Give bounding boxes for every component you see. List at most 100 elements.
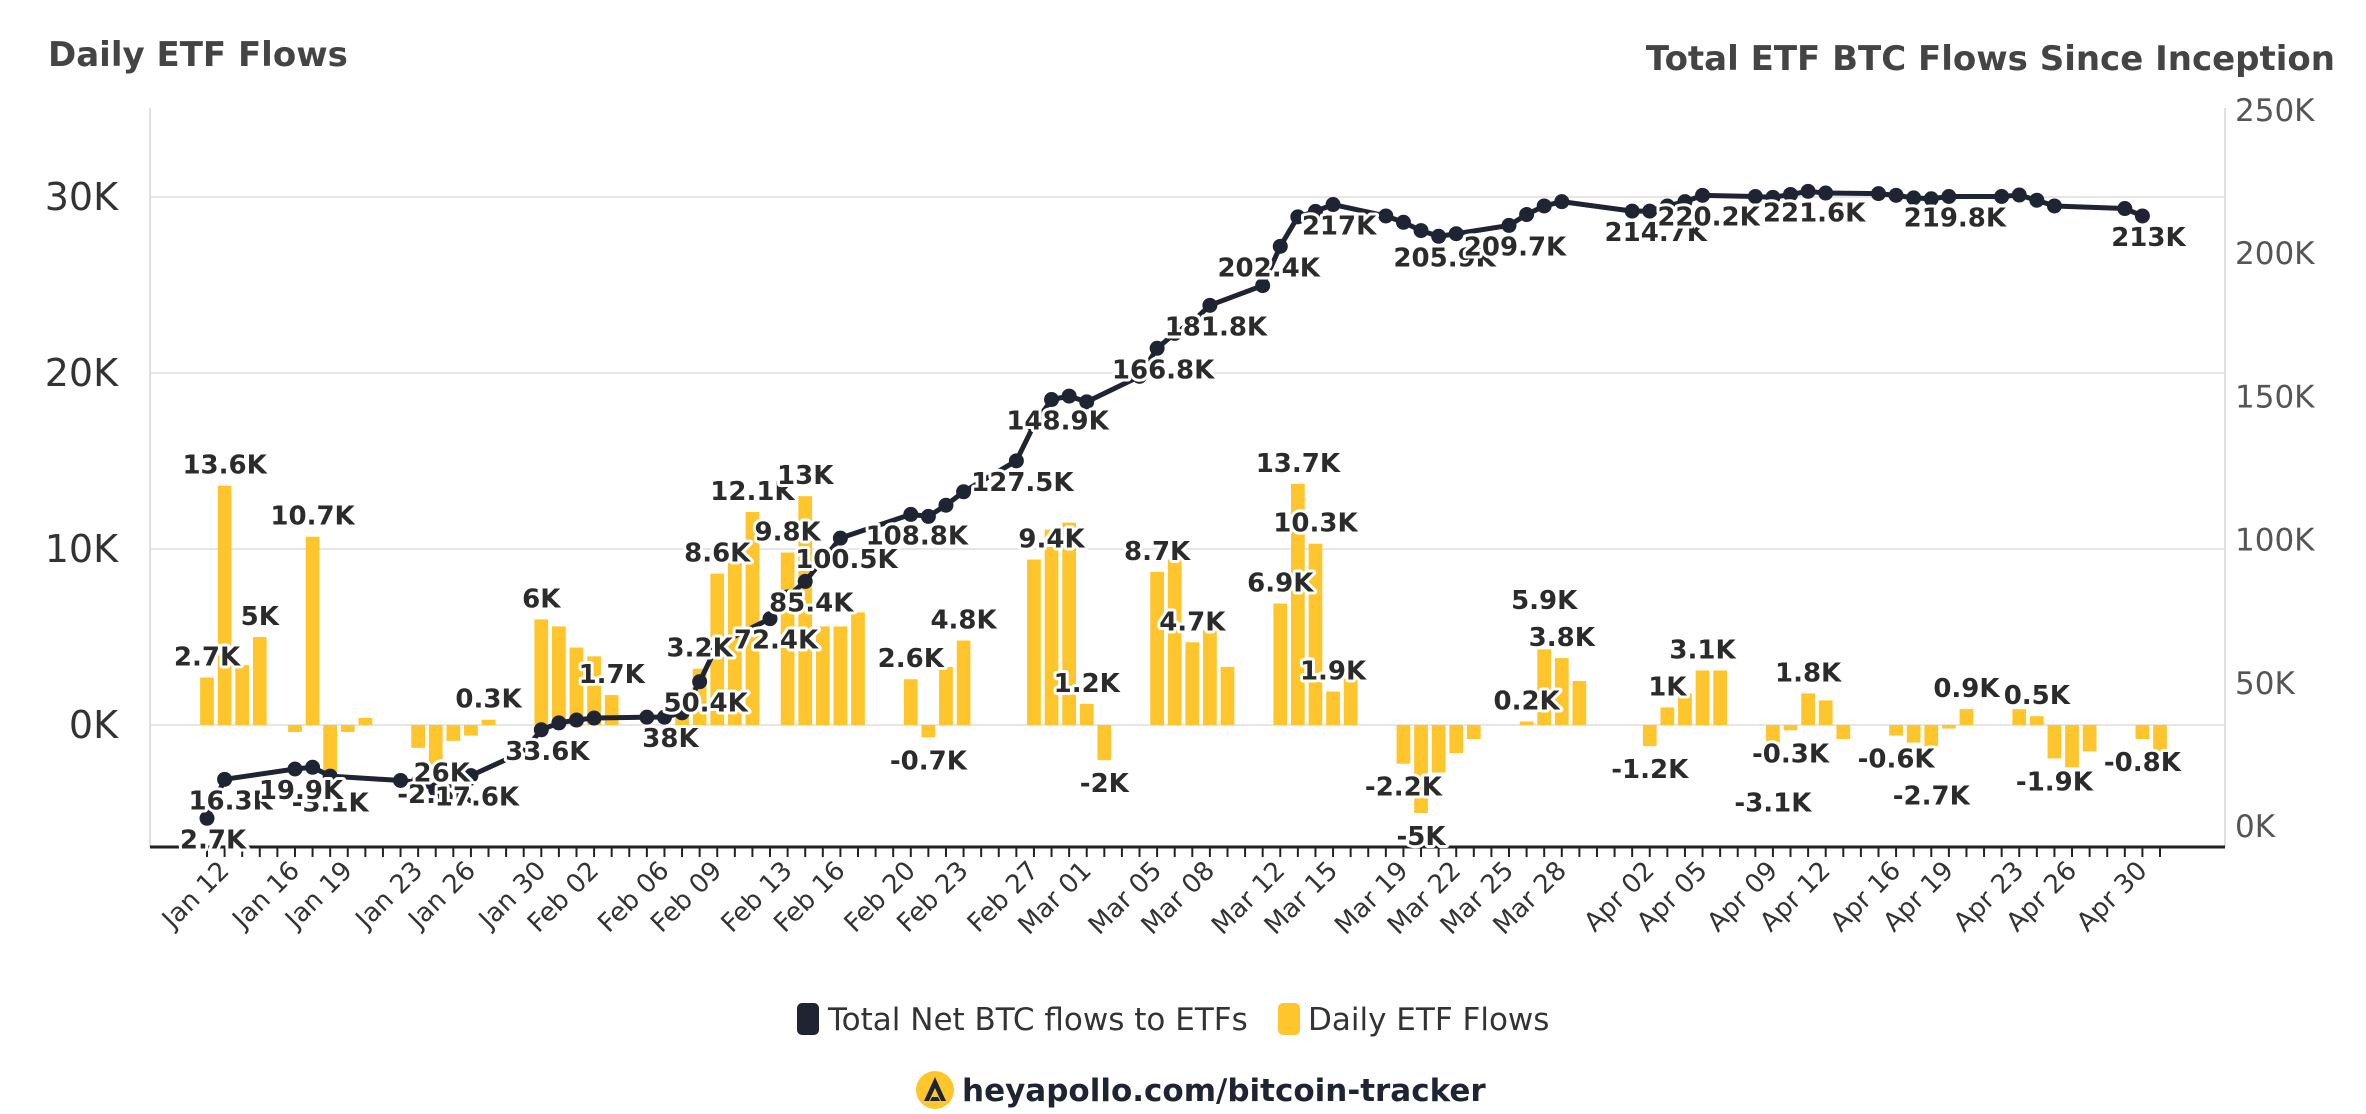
daily-flow-bar[interactable]	[1942, 725, 1956, 729]
daily-flow-bar[interactable]	[921, 725, 936, 738]
daily-flow-bar[interactable]	[1185, 642, 1200, 725]
daily-flow-bar[interactable]	[305, 536, 320, 725]
total-flow-point[interactable]	[445, 768, 461, 784]
footer[interactable]: heyapollo.com/bitcoin-tracker	[916, 1071, 1486, 1109]
total-flow-point[interactable]	[568, 712, 584, 728]
total-flow-point[interactable]	[551, 715, 567, 731]
daily-flow-bar[interactable]	[288, 725, 302, 733]
daily-flow-bar[interactable]	[903, 679, 918, 725]
total-flow-point[interactable]	[305, 759, 321, 775]
daily-flow-bar[interactable]	[1642, 725, 1657, 747]
daily-flow-bar[interactable]	[481, 719, 496, 725]
legend[interactable]: Total Net BTC flows to ETFs Daily ETF Fl…	[797, 1002, 1549, 1038]
daily-flow-bar[interactable]	[2065, 725, 2079, 768]
total-flow-point[interactable]	[1906, 190, 1922, 206]
daily-flow-bar[interactable]	[1273, 603, 1288, 725]
daily-flow-bar[interactable]	[323, 725, 338, 780]
total-flow-point[interactable]	[1431, 228, 1447, 244]
total-flow-point[interactable]	[2011, 187, 2027, 203]
total-flow-point[interactable]	[1659, 198, 1675, 214]
daily-flow-bar[interactable]	[1660, 707, 1675, 725]
daily-flow-bar[interactable]	[534, 619, 549, 725]
total-flow-point[interactable]	[1994, 188, 2010, 204]
total-flow-point[interactable]	[322, 768, 338, 784]
total-flow-point[interactable]	[410, 774, 426, 790]
total-flow-point[interactable]	[1290, 209, 1306, 225]
legend-item-total-flows[interactable]: Total Net BTC flows to ETFs	[797, 1002, 1248, 1038]
daily-flow-bar[interactable]	[340, 725, 355, 733]
total-flow-point[interactable]	[2117, 201, 2133, 217]
total-flow-point[interactable]	[428, 782, 444, 798]
total-flow-point[interactable]	[815, 552, 831, 568]
daily-flow-bar[interactable]	[1783, 725, 1798, 731]
daily-flow-bar[interactable]	[2047, 725, 2062, 759]
total-flow-point[interactable]	[393, 772, 409, 788]
daily-flow-bar[interactable]	[1414, 725, 1428, 813]
total-flow-point[interactable]	[709, 637, 725, 653]
daily-flow-bar[interactable]	[1431, 725, 1446, 773]
daily-flow-bar[interactable]	[745, 512, 760, 725]
daily-flow-bar[interactable]	[252, 637, 267, 725]
daily-flow-bar[interactable]	[569, 647, 584, 725]
daily-flow-bar[interactable]	[235, 665, 250, 725]
total-flow-point[interactable]	[639, 709, 655, 725]
daily-flow-bar[interactable]	[1906, 725, 1921, 743]
total-flow-point[interactable]	[287, 761, 303, 777]
total-flow-point[interactable]	[1765, 189, 1781, 205]
daily-flow-bar[interactable]	[1678, 693, 1692, 725]
daily-flow-bar[interactable]	[1924, 725, 1939, 747]
total-flow-point[interactable]	[1149, 340, 1165, 356]
total-flow-point[interactable]	[1272, 238, 1288, 254]
footer-link[interactable]: heyapollo.com/bitcoin-tracker	[962, 1073, 1486, 1109]
daily-flow-bar[interactable]	[464, 725, 478, 736]
daily-flow-bar[interactable]	[446, 725, 461, 741]
daily-flow-bar[interactable]	[939, 666, 953, 725]
total-flow-point[interactable]	[903, 506, 919, 522]
total-flow-point[interactable]	[2134, 208, 2150, 224]
total-flow-point[interactable]	[832, 530, 848, 546]
daily-flow-bar[interactable]	[815, 626, 830, 725]
total-flow-point[interactable]	[920, 508, 936, 524]
daily-flow-bar[interactable]	[1396, 725, 1411, 764]
total-flow-point[interactable]	[1026, 417, 1042, 433]
total-flow-point[interactable]	[1202, 297, 1218, 313]
total-flow-point[interactable]	[533, 722, 549, 738]
total-flow-point[interactable]	[1307, 203, 1323, 219]
daily-flow-bar[interactable]	[428, 725, 443, 771]
total-flow-point[interactable]	[938, 497, 954, 513]
total-flow-point[interactable]	[1413, 223, 1429, 239]
total-flow-point[interactable]	[1448, 226, 1464, 242]
daily-flow-bar[interactable]	[1167, 559, 1182, 725]
total-flow-point[interactable]	[762, 611, 778, 627]
daily-flow-bar[interactable]	[727, 563, 742, 725]
total-flow-point[interactable]	[199, 810, 215, 826]
daily-flow-bar[interactable]	[2135, 725, 2150, 740]
daily-flow-bar[interactable]	[1291, 483, 1305, 725]
total-flow-point[interactable]	[1519, 207, 1535, 223]
total-flow-point[interactable]	[1255, 278, 1271, 294]
daily-flow-bar[interactable]	[1326, 691, 1340, 725]
total-flow-point[interactable]	[1554, 194, 1570, 210]
daily-flow-bar[interactable]	[1713, 670, 1727, 725]
total-flow-point[interactable]	[2046, 198, 2062, 214]
daily-flow-bar[interactable]	[798, 496, 813, 725]
daily-flow-bar[interactable]	[2082, 725, 2097, 752]
daily-flow-bar[interactable]	[1308, 543, 1323, 725]
daily-flow-bar[interactable]	[1449, 725, 1464, 754]
daily-flow-bar[interactable]	[200, 677, 214, 725]
daily-flow-bar[interactable]	[1343, 677, 1358, 725]
daily-flow-bar[interactable]	[833, 626, 848, 725]
total-flow-point[interactable]	[797, 573, 813, 589]
total-flow-point[interactable]	[1378, 208, 1394, 224]
total-flow-point[interactable]	[1941, 188, 1957, 204]
total-flow-point[interactable]	[656, 709, 672, 725]
daily-flow-bar[interactable]	[1203, 629, 1217, 725]
total-flow-point[interactable]	[1800, 183, 1816, 199]
legend-item-daily-flows[interactable]: Daily ETF Flows	[1278, 1002, 1549, 1038]
total-flow-point[interactable]	[1923, 191, 1939, 207]
total-flow-point[interactable]	[1624, 203, 1640, 219]
daily-flow-bar[interactable]	[2012, 709, 2027, 725]
total-flow-point[interactable]	[1695, 187, 1711, 203]
daily-flow-bar[interactable]	[1466, 725, 1481, 740]
total-flow-point[interactable]	[463, 768, 479, 784]
